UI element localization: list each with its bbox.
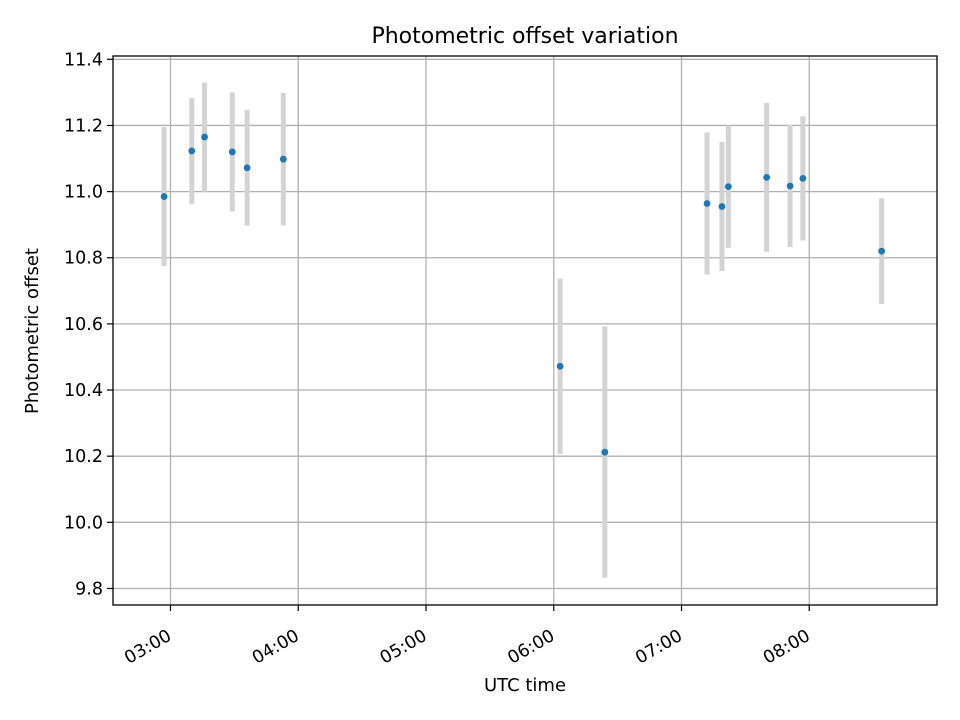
data-point bbox=[786, 182, 794, 190]
y-tick-label: 11.2 bbox=[64, 116, 103, 136]
data-point bbox=[878, 247, 886, 255]
data-point bbox=[718, 203, 726, 210]
data-point bbox=[763, 173, 771, 181]
data-point bbox=[228, 148, 236, 156]
x-axis-label: UTC time bbox=[484, 675, 566, 696]
y-tick-label: 9.8 bbox=[75, 579, 103, 599]
data-point bbox=[556, 362, 564, 370]
data-point bbox=[724, 183, 732, 191]
data-points bbox=[160, 133, 886, 456]
y-tick-label: 11.4 bbox=[64, 50, 103, 70]
data-point bbox=[601, 448, 609, 456]
y-tick-label: 10.4 bbox=[64, 381, 103, 401]
data-point bbox=[799, 174, 807, 182]
grid bbox=[113, 56, 937, 605]
plot-frame bbox=[112, 55, 938, 606]
data-point bbox=[201, 133, 208, 141]
plot-area bbox=[113, 56, 937, 605]
y-tick-label: 10.8 bbox=[64, 249, 103, 269]
y-tick-label: 10.6 bbox=[64, 315, 103, 335]
data-point bbox=[703, 200, 711, 207]
data-point bbox=[160, 193, 168, 200]
y-tick-label: 11.0 bbox=[64, 183, 103, 203]
chart-title: Photometric offset variation bbox=[371, 24, 678, 49]
y-axis-ticks: 9.8 10.0 10.2 10.4 10.6 10.8 11.0 11.2 11.4 bbox=[64, 50, 113, 599]
y-tick-label: 10.2 bbox=[64, 447, 103, 467]
y-axis-label: Photometric offset bbox=[22, 248, 43, 414]
y-tick-label: 10.0 bbox=[64, 513, 103, 533]
data-point bbox=[279, 155, 287, 163]
data-point bbox=[243, 164, 251, 172]
data-point bbox=[188, 147, 196, 155]
